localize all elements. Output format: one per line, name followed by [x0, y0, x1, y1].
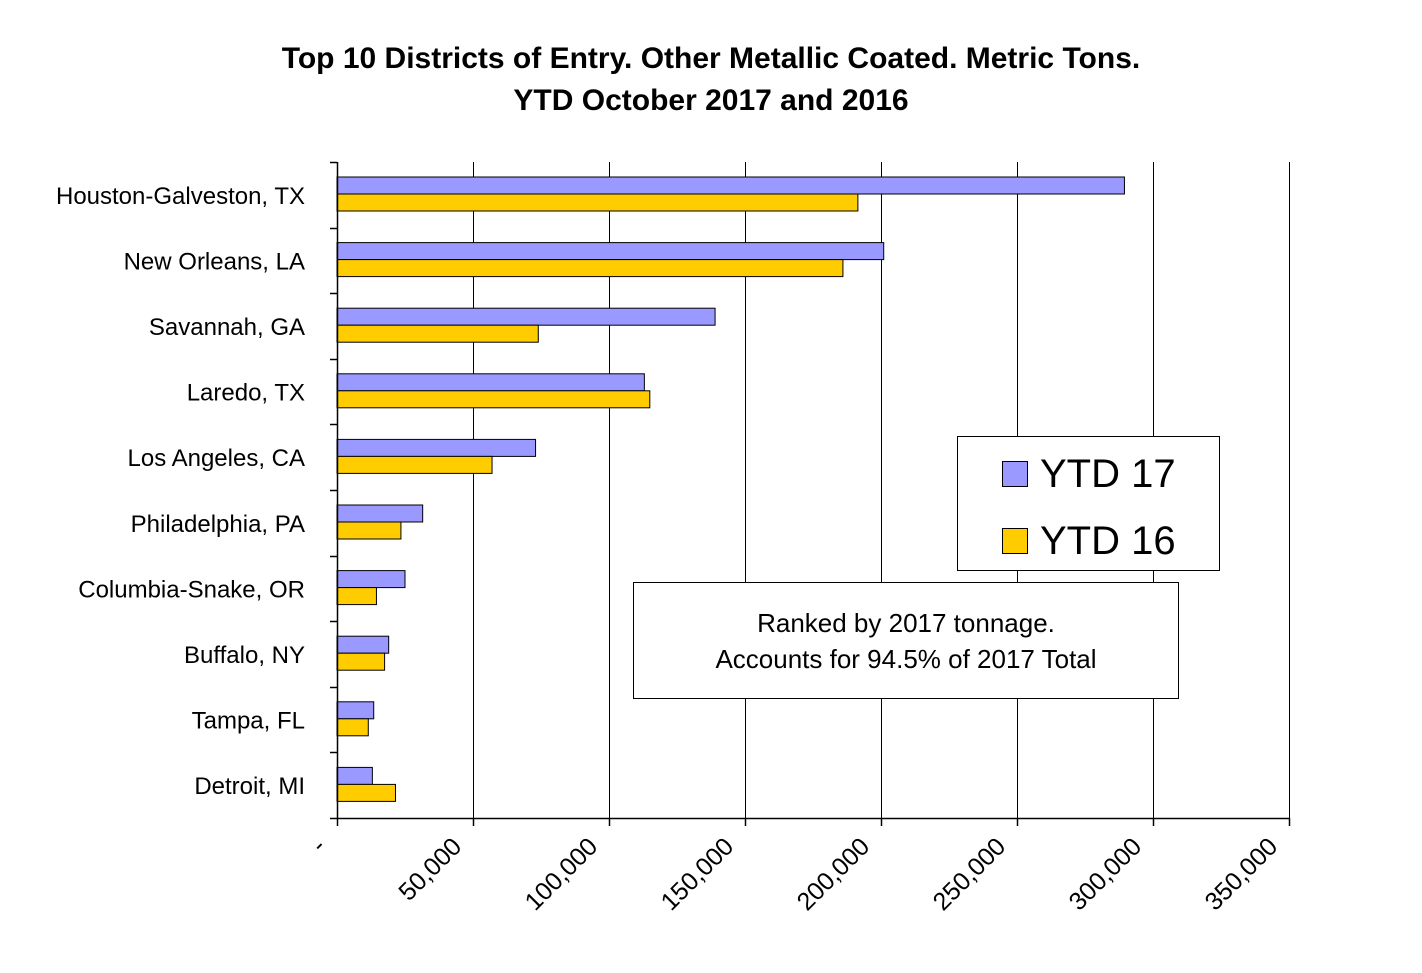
legend-swatch-ytd17: [1002, 461, 1028, 487]
bar-ytd17-4: [336, 438, 537, 457]
bar-ytd17-6: [336, 570, 406, 589]
legend-label-ytd16: YTD 16: [1040, 519, 1176, 563]
bar-ytd16-5: [336, 521, 402, 540]
category-label-7: Buffalo, NY: [184, 642, 305, 669]
category-label-6: Columbia-Snake, OR: [78, 576, 305, 603]
annotation-line2: Accounts for 94.5% of 2017 Total: [715, 643, 1097, 674]
bar-ytd17-7: [336, 635, 390, 654]
bar-ytd16-7: [336, 652, 386, 671]
bar-ytd17-1: [336, 242, 885, 261]
bar-ytd17-8: [336, 701, 375, 720]
legend: YTD 17 YTD 16: [957, 436, 1220, 571]
bar-ytd17-5: [336, 504, 424, 523]
bar-ytd16-3: [336, 390, 651, 409]
category-label-2: Savannah, GA: [149, 314, 305, 341]
legend-item-ytd16: YTD 16: [1002, 519, 1176, 563]
bars: [336, 176, 1125, 802]
bar-ytd17-0: [336, 176, 1125, 195]
bar-ytd16-6: [336, 587, 377, 606]
legend-swatch-ytd16: [1002, 528, 1028, 554]
chart-title-line1: Top 10 Districts of Entry. Other Metalli…: [281, 42, 1141, 75]
chart-subtitle: YTD October 2017 and 2016: [513, 84, 909, 117]
x-tick-label-1: 50,000: [393, 832, 467, 906]
annotation-box: Ranked by 2017 tonnage. Accounts for 94.…: [633, 582, 1179, 699]
x-tick-label-0: -: [306, 832, 332, 858]
bar-ytd16-0: [336, 193, 859, 212]
category-label-4: Los Angeles, CA: [128, 445, 305, 472]
x-tick-label-5: 250,000: [928, 832, 1012, 916]
x-tick-label-3: 150,000: [656, 832, 740, 916]
x-tick-label-2: 100,000: [520, 832, 604, 916]
chart-title: Top 10 Districts of Entry. Other Metalli…: [0, 38, 1422, 122]
bar-ytd17-3: [336, 373, 645, 392]
axes: [330, 161, 1291, 826]
category-label-1: New Orleans, LA: [124, 248, 305, 275]
x-tick-label-7: 350,000: [1200, 832, 1284, 916]
legend-label-ytd17: YTD 17: [1040, 452, 1176, 496]
category-label-0: Houston-Galveston, TX: [56, 183, 305, 210]
x-tick-label-4: 200,000: [792, 832, 876, 916]
bar-ytd16-9: [336, 783, 396, 802]
bar-ytd17-2: [336, 307, 716, 326]
legend-item-ytd17: YTD 17: [1002, 452, 1176, 496]
annotation-line1: Ranked by 2017 tonnage.: [757, 607, 1055, 638]
category-label-3: Laredo, TX: [187, 380, 305, 407]
bar-ytd16-1: [336, 259, 844, 278]
x-tick-label-6: 300,000: [1064, 832, 1148, 916]
bar-ytd16-2: [336, 324, 539, 343]
bar-ytd16-4: [336, 455, 493, 474]
category-label-5: Philadelphia, PA: [131, 511, 305, 538]
category-label-8: Tampa, FL: [192, 708, 305, 735]
category-label-9: Detroit, MI: [194, 773, 305, 800]
bar-ytd17-9: [336, 766, 373, 785]
bar-ytd16-8: [336, 718, 369, 737]
